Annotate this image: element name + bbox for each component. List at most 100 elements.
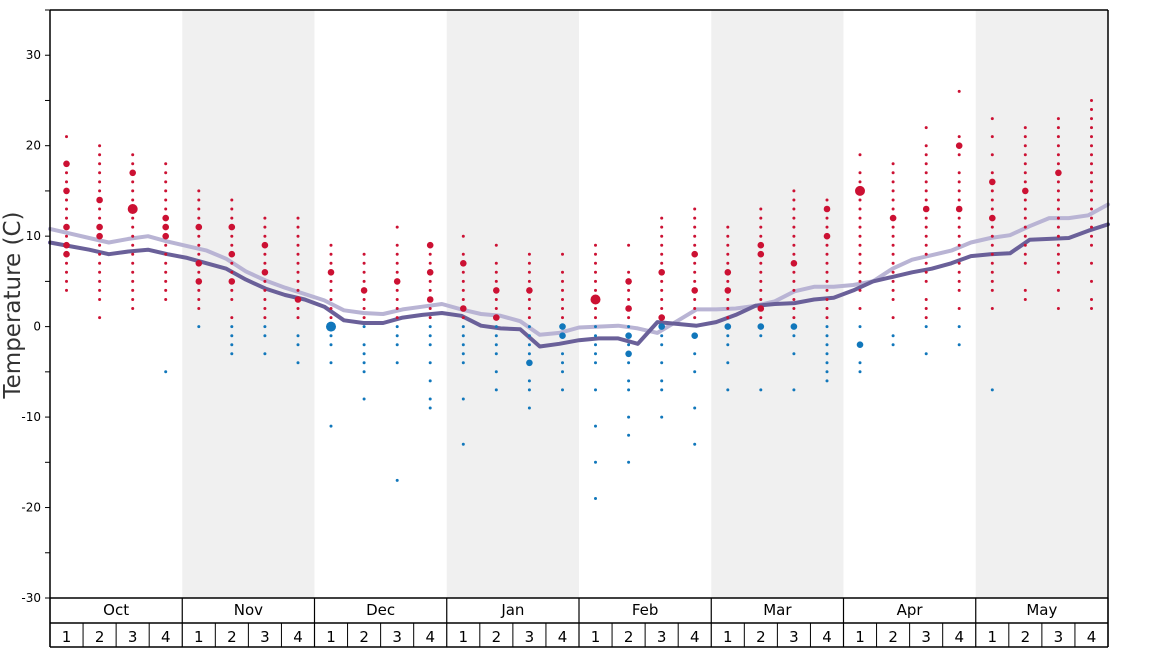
warm-point — [1023, 298, 1027, 301]
warm-point — [724, 269, 732, 276]
warm-point — [1090, 307, 1093, 310]
cold-point — [726, 343, 730, 347]
warm-point — [263, 252, 267, 256]
cold-point — [594, 352, 597, 356]
warm-point — [990, 135, 994, 139]
cold-point — [627, 343, 631, 347]
warm-point — [1056, 307, 1060, 310]
cold-point — [660, 343, 664, 347]
warm-point — [362, 307, 366, 310]
warm-point — [494, 279, 498, 283]
warm-point — [98, 216, 102, 220]
warm-point — [726, 307, 730, 310]
cold-point — [891, 343, 895, 347]
warm-point — [1090, 135, 1093, 139]
warm-point — [858, 288, 862, 292]
warm-point — [825, 198, 829, 202]
warm-point — [296, 270, 300, 274]
warm-point — [527, 261, 531, 265]
warm-point — [792, 298, 796, 301]
warm-point — [627, 243, 631, 247]
warm-point — [1056, 234, 1060, 238]
warm-point — [957, 261, 961, 265]
cold-point — [494, 325, 498, 329]
warm-point — [98, 153, 102, 157]
trend-lines — [48, 202, 1110, 349]
warm-point — [924, 298, 928, 301]
warm-point — [395, 225, 399, 229]
week-label: 1 — [459, 628, 469, 646]
warm-point — [891, 171, 895, 175]
month-label: Nov — [234, 601, 263, 619]
warm-point — [395, 288, 399, 292]
cold-point — [428, 406, 432, 410]
cold-point — [428, 343, 432, 347]
cold-point — [395, 478, 399, 482]
cold-point — [362, 370, 366, 374]
warm-point — [395, 252, 399, 256]
warm-point — [924, 162, 928, 166]
warm-point — [131, 162, 135, 166]
warm-point — [164, 180, 168, 184]
warm-point — [228, 250, 236, 258]
warm-point — [924, 225, 928, 229]
warm-point — [1023, 288, 1027, 292]
warm-point — [957, 270, 961, 274]
warm-point — [96, 232, 103, 240]
warm-point — [924, 270, 928, 274]
warm-point — [426, 269, 434, 276]
warm-point — [329, 288, 333, 292]
cold-point — [759, 334, 763, 338]
warm-point — [1023, 126, 1027, 130]
warm-point — [924, 153, 928, 157]
cold-point — [494, 343, 498, 347]
warm-point — [660, 252, 664, 256]
warm-point — [131, 307, 135, 310]
cold-point — [263, 325, 267, 329]
cold-point — [362, 397, 366, 401]
warm-point — [590, 294, 601, 305]
cold-point — [527, 388, 531, 392]
warm-point — [1090, 144, 1093, 148]
month-label: May — [1026, 601, 1057, 619]
warm-point — [460, 260, 467, 267]
warm-point — [263, 261, 267, 265]
warm-point — [329, 307, 333, 310]
cold-point — [527, 406, 531, 410]
warm-point — [957, 135, 961, 139]
warm-point — [131, 288, 135, 292]
y-tick-label: 10 — [26, 229, 41, 243]
warm-point — [759, 279, 763, 283]
week-label: 4 — [954, 628, 964, 646]
warm-point — [858, 171, 862, 175]
warm-point — [825, 298, 829, 301]
warm-point — [65, 279, 68, 283]
y-tick-label: 0 — [33, 320, 41, 334]
week-label: 2 — [888, 628, 898, 646]
warm-point — [957, 153, 961, 157]
warm-point — [757, 250, 765, 258]
warm-point — [1056, 126, 1060, 130]
warm-point — [891, 243, 895, 247]
warm-point — [990, 252, 994, 256]
warm-point — [660, 261, 664, 265]
warm-point — [757, 305, 765, 312]
warm-point — [329, 243, 333, 247]
warm-point — [858, 270, 862, 274]
week-label: 1 — [326, 628, 336, 646]
warm-point — [230, 198, 234, 202]
warm-point — [1023, 225, 1027, 229]
warm-point — [164, 270, 168, 274]
month-label: Mar — [763, 601, 792, 619]
warm-point — [263, 316, 267, 320]
cold-point — [825, 379, 829, 383]
warm-point — [461, 234, 465, 238]
warm-point — [164, 261, 168, 265]
warm-point — [296, 252, 300, 256]
cold-point — [461, 334, 465, 338]
warm-point — [594, 279, 597, 283]
warm-point — [263, 216, 267, 220]
warm-point — [494, 298, 498, 301]
warm-point — [360, 287, 368, 294]
